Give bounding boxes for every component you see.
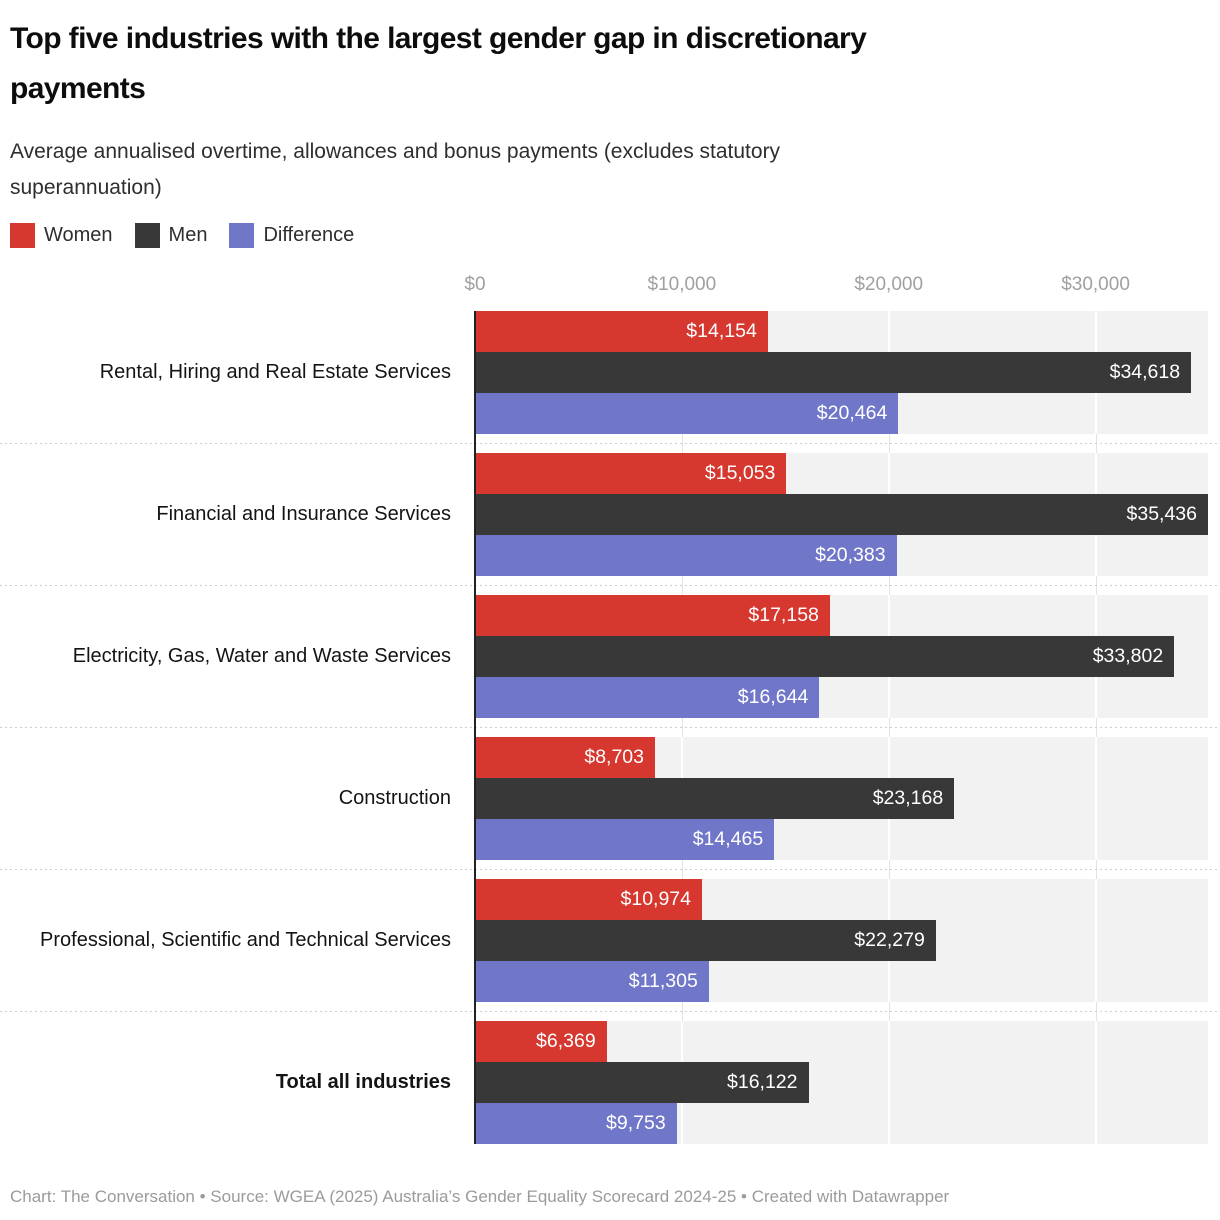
legend: Women Men Difference (10, 223, 1208, 248)
bar-men: $35,436 (475, 494, 1208, 535)
bar-difference: $14,465 (475, 819, 775, 860)
y-axis-line (474, 311, 476, 1144)
bar-women: $8,703 (475, 737, 655, 778)
bar-value-label: $17,158 (748, 604, 819, 626)
bar-value-label: $14,465 (692, 828, 764, 850)
row-label: Rental, Hiring and Real Estate Services (99, 361, 451, 383)
bar-difference: $9,753 (475, 1103, 677, 1144)
bar-value-label: $10,974 (620, 888, 692, 910)
bar-value-label: $33,802 (1092, 645, 1164, 667)
legend-label-women: Women (44, 224, 113, 246)
chart-header: Top five industries with the largest gen… (0, 0, 1220, 248)
x-axis: $0 $10,000 $20,000 $30,000 (0, 274, 1220, 300)
bar-difference: $16,644 (475, 677, 820, 718)
row-label: Total all industries (275, 1071, 451, 1093)
bar-women: $6,369 (475, 1021, 607, 1062)
row-band: $10,974 $22,279 $11,305 (475, 879, 1208, 1002)
bar-difference: $11,305 (475, 961, 709, 1002)
bar-value-label: $9,753 (606, 1112, 666, 1134)
bar-value-label: $15,053 (704, 462, 776, 484)
axis-tick-label: $10,000 (647, 274, 717, 295)
bar-women: $14,154 (475, 311, 768, 352)
chart-footer: Chart: The Conversation • Source: WGEA (… (10, 1187, 950, 1206)
bar-value-label: $34,618 (1109, 361, 1181, 383)
row-separator (0, 1011, 1220, 1012)
axis-tick-label: $20,000 (854, 274, 924, 295)
row-band: $15,053 $35,436 $20,383 (475, 453, 1208, 576)
bar-value-label: $35,436 (1126, 503, 1198, 525)
bar-value-label: $11,305 (628, 970, 698, 992)
legend-swatch-women-icon (10, 223, 35, 248)
row-separator (0, 585, 1220, 586)
gridline (887, 1021, 890, 1144)
bar-women: $10,974 (475, 879, 702, 920)
axis-tick-label: $30,000 (1061, 274, 1130, 295)
gridline (1094, 1021, 1097, 1144)
bar-value-label: $20,383 (815, 544, 886, 566)
row-label: Construction (338, 787, 451, 809)
row-label: Professional, Scientific and Technical S… (40, 929, 451, 951)
bar-value-label: $14,154 (686, 320, 757, 342)
row-band: $6,369 $16,122 $9,753 (475, 1021, 1208, 1144)
bar-value-label: $16,644 (737, 686, 809, 708)
bar-men: $23,168 (475, 778, 955, 819)
row-separator (0, 443, 1220, 444)
row-label: Electricity, Gas, Water and Waste Servic… (72, 645, 451, 667)
bar-men: $16,122 (475, 1062, 809, 1103)
bar-men: $33,802 (475, 636, 1175, 677)
bar-value-label: $20,464 (816, 402, 888, 424)
gridline (1094, 879, 1097, 1002)
row-band: $8,703 $23,168 $14,465 (475, 737, 1208, 860)
bar-men: $34,618 (475, 352, 1192, 393)
legend-item-women: Women (10, 223, 113, 248)
bar-value-label: $6,369 (536, 1030, 596, 1052)
legend-swatch-difference-icon (229, 223, 255, 248)
row-band: $17,158 $33,802 $16,644 (475, 595, 1208, 718)
row-separator (0, 869, 1220, 870)
chart-title: Top five industries with the largest gen… (10, 22, 867, 105)
bar-value-label: $22,279 (854, 929, 925, 951)
bar-value-label: $16,122 (727, 1071, 798, 1093)
row-label: Financial and Insurance Services (156, 503, 451, 525)
bar-difference: $20,464 (475, 393, 899, 434)
bar-men: $22,279 (475, 920, 936, 961)
legend-label-men: Men (168, 224, 208, 246)
bar-women: $17,158 (475, 595, 830, 636)
axis-tick-label: $0 (464, 274, 486, 295)
plot-area: Rental, Hiring and Real Estate Services $… (0, 311, 1220, 1144)
bar-difference: $20,383 (475, 535, 897, 576)
legend-item-men: Men (134, 223, 208, 248)
bar-value-label: $23,168 (872, 787, 944, 809)
bar-women: $15,053 (475, 453, 787, 494)
gridline (1094, 737, 1097, 860)
legend-swatch-men-icon (134, 223, 160, 248)
bar-value-label: $8,703 (584, 746, 644, 768)
row-band: $14,154 $34,618 $20,464 (475, 311, 1208, 434)
legend-label-difference: Difference (263, 224, 355, 246)
legend-item-difference: Difference (229, 223, 354, 248)
chart-subtitle: Average annualised overtime, allowances … (10, 140, 781, 199)
row-separator (0, 727, 1220, 728)
